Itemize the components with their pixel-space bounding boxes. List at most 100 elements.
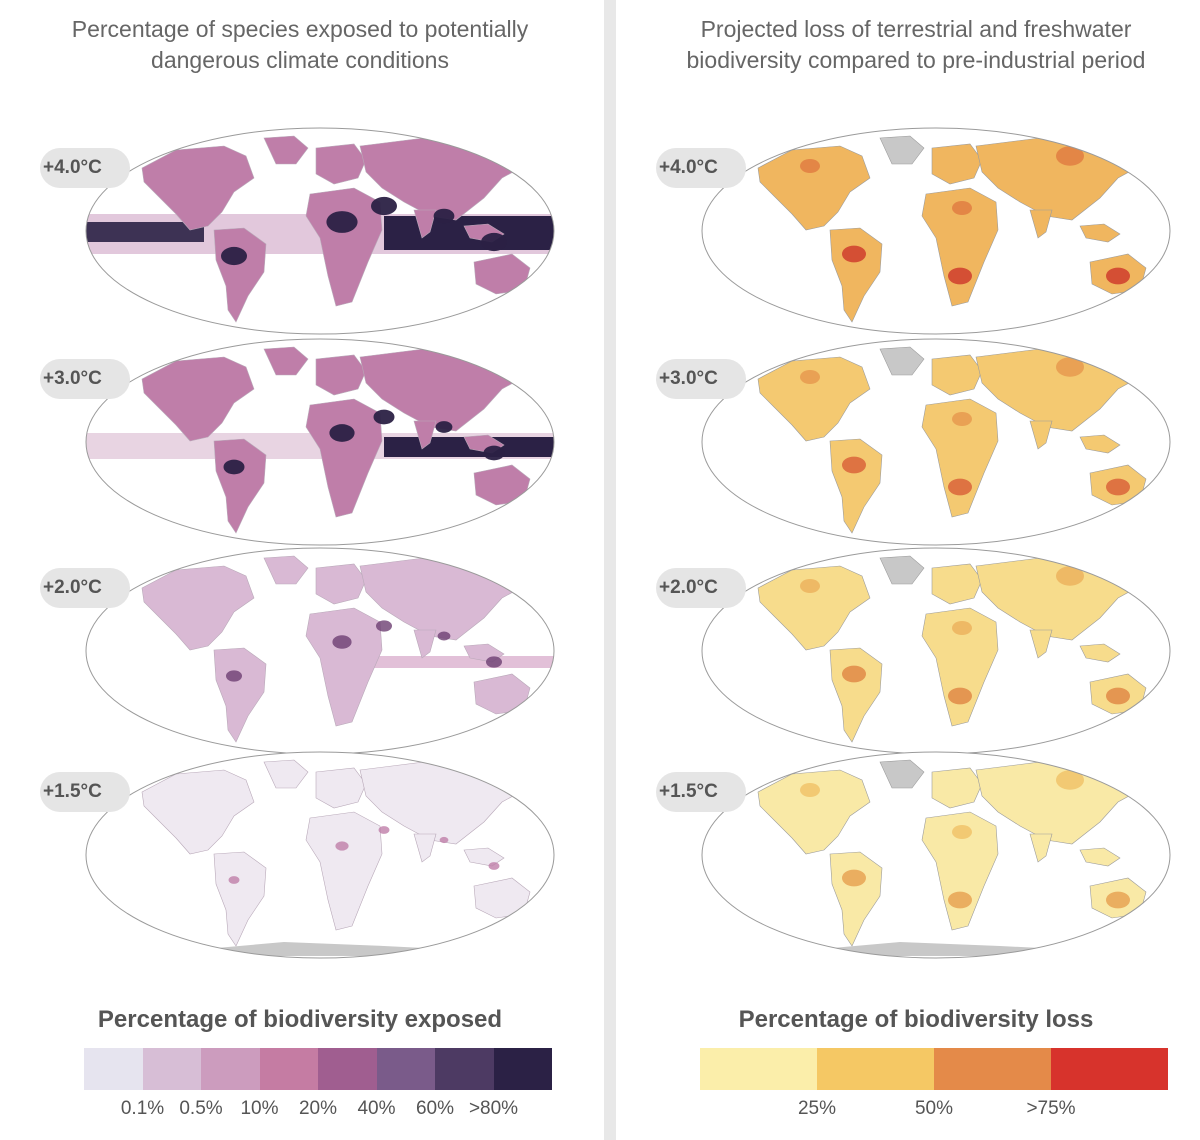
exposure-map-row: +3.0°C: [0, 337, 600, 547]
legend-swatch: [435, 1048, 494, 1090]
exposure-panel-title: Percentage of species exposed to potenti…: [0, 14, 600, 76]
warming-level-label: +1.5°C: [40, 772, 130, 812]
legend-swatch: [259, 1048, 318, 1090]
warming-level-label: +1.5°C: [656, 772, 746, 812]
exposure-hotspot: [329, 424, 355, 442]
warming-level-label: +3.0°C: [40, 359, 130, 399]
loss-hotspot: [800, 783, 820, 797]
sea-landmass: [1079, 643, 1121, 663]
warming-level-label: +4.0°C: [40, 148, 130, 188]
loss-hotspot: [948, 891, 972, 909]
exposure-hotspot: [378, 826, 390, 834]
loss-hotspot: [1056, 770, 1084, 790]
loss-map-row: +3.0°C: [616, 337, 1200, 547]
loss-hotspot: [842, 456, 866, 474]
loss-hotspot: [800, 370, 820, 384]
loss-map-row: +2.0°C: [616, 546, 1200, 756]
exposure-hotspot: [335, 841, 349, 851]
exposure-hotspot: [486, 656, 502, 668]
greenland-landmass: [263, 346, 309, 376]
loss-map-row: +1.5°C: [616, 750, 1200, 960]
india-landmass: [1029, 420, 1053, 450]
exposure-hotspot: [488, 862, 500, 870]
loss-hotspot: [1056, 357, 1084, 377]
exposure-title-line-1: Percentage of species exposed to potenti…: [71, 16, 529, 42]
loss-hotspot: [952, 412, 972, 426]
loss-hotspot: [1106, 478, 1130, 496]
india-landmass: [1029, 209, 1053, 239]
africa-landmass: [305, 398, 383, 518]
exposure-hotspot: [483, 445, 505, 461]
legend-tick-label: 50%: [914, 1098, 954, 1119]
loss-hotspot: [952, 825, 972, 839]
exposure-world-map: [85, 751, 555, 959]
exposure-legend-title: Percentage of biodiversity exposed: [97, 1006, 503, 1033]
europe-landmass: [931, 767, 983, 809]
loss-hotspot: [800, 579, 820, 593]
europe-landmass: [315, 143, 367, 185]
exposure-hotspot: [437, 631, 451, 641]
europe-landmass: [315, 767, 367, 809]
namerica-landmass: [141, 565, 255, 651]
exposure-panel: Percentage of species exposed to potenti…: [0, 14, 600, 1119]
exposure-world-map: [85, 338, 555, 546]
africa-landmass: [305, 607, 383, 727]
exposure-hotspot: [433, 208, 455, 224]
sea-landmass: [1079, 847, 1121, 867]
exposure-hotspot: [332, 635, 352, 649]
loss-world-map: [701, 547, 1171, 755]
exposure-hotspot: [376, 620, 392, 632]
legend-swatch: [493, 1048, 552, 1090]
africa-landmass: [921, 811, 999, 931]
warming-level-label: +2.0°C: [656, 568, 746, 608]
europe-landmass: [931, 563, 983, 605]
legend-tick-label: >75%: [1026, 1098, 1076, 1119]
loss-hotspot: [1106, 267, 1130, 285]
namerica-landmass: [757, 769, 871, 855]
legend-swatch: [84, 1048, 143, 1090]
exposure-hotspot: [373, 409, 395, 425]
loss-world-map: [701, 338, 1171, 546]
loss-hotspot: [952, 621, 972, 635]
namerica-landmass: [141, 356, 255, 442]
loss-legend-ticks: 25% 50% >75%: [700, 1098, 1168, 1122]
exposure-map-row: +2.0°C: [0, 546, 600, 756]
loss-hotspot: [948, 267, 972, 285]
greenland-landmass: [879, 555, 925, 585]
loss-hotspot: [1056, 146, 1084, 166]
loss-map-row: +4.0°C: [616, 126, 1200, 336]
loss-hotspot: [842, 665, 866, 683]
legend-tick-label: 0.1%: [120, 1098, 165, 1119]
greenland-landmass: [879, 135, 925, 165]
high-exposure-band: [86, 222, 204, 242]
exposure-hotspot: [228, 876, 240, 884]
loss-legend-title: Percentage of biodiversity loss: [738, 1006, 1094, 1033]
africa-landmass: [921, 398, 999, 518]
namerica-landmass: [757, 565, 871, 651]
warming-level-label: +2.0°C: [40, 568, 130, 608]
loss-world-map: [701, 127, 1171, 335]
exposure-world-map: [85, 127, 555, 335]
exposure-hotspot: [481, 232, 507, 252]
sea-landmass: [1079, 434, 1121, 454]
india-landmass: [1029, 833, 1053, 863]
namerica-landmass: [757, 145, 871, 231]
legend-swatch: [817, 1048, 934, 1090]
loss-title-line-1: Projected loss of terrestrial and freshw…: [700, 16, 1132, 42]
exposure-hotspot: [223, 459, 245, 475]
exposure-map-row: +1.5°C: [0, 750, 600, 960]
greenland-landmass: [263, 135, 309, 165]
legend-swatch: [700, 1048, 817, 1090]
panel-divider: [604, 0, 616, 1140]
legend-tick-label: >80%: [468, 1098, 519, 1119]
europe-landmass: [315, 354, 367, 396]
india-landmass: [413, 420, 437, 450]
loss-hotspot: [952, 201, 972, 215]
exposure-map-row: +4.0°C: [0, 126, 600, 336]
loss-hotspot: [800, 159, 820, 173]
exposure-hotspot: [326, 211, 358, 233]
greenland-landmass: [879, 346, 925, 376]
india-landmass: [413, 833, 437, 863]
greenland-landmass: [879, 759, 925, 789]
legend-tick-label: 40%: [357, 1098, 396, 1119]
